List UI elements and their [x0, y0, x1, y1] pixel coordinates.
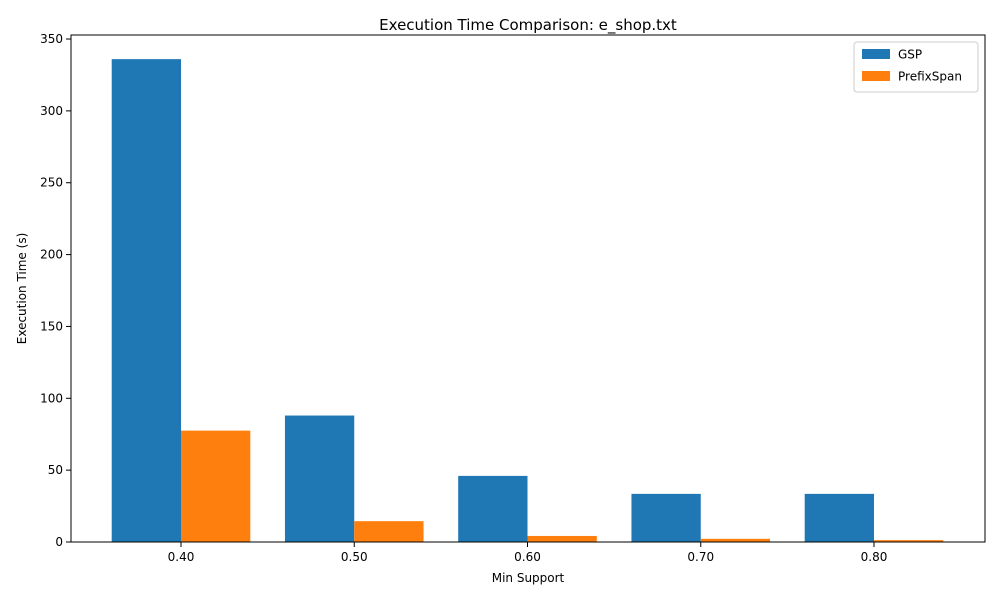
y-tick-label: 150: [40, 319, 63, 333]
bar-prefixspan-0.80: [874, 540, 944, 542]
bar-gsp-0.60: [458, 475, 528, 542]
y-axis-ticks: 0 50 100 150 200 250 300 350: [40, 32, 71, 549]
y-tick-label: 50: [48, 463, 63, 477]
axes-frame: [70, 34, 986, 543]
x-tick-label: 0.50: [341, 550, 368, 564]
y-tick-label: 350: [40, 32, 63, 46]
x-tick-label: 0.80: [861, 550, 888, 564]
bar-gsp-0.70: [631, 493, 701, 542]
y-tick-label: 100: [40, 391, 63, 405]
y-tick-label: 300: [40, 104, 63, 118]
bar-gsp-0.80: [804, 493, 874, 542]
chart-title: Execution Time Comparison: e_shop.txt: [379, 16, 677, 35]
bars-layer: [111, 59, 944, 543]
bar-prefixspan-0.70: [700, 538, 771, 542]
y-axis-label: Execution Time (s): [15, 233, 29, 345]
x-tick-label: 0.70: [687, 550, 714, 564]
legend: GSP PrefixSpan: [853, 41, 979, 93]
y-tick-label: 200: [40, 248, 63, 262]
legend-swatch-gsp: [862, 49, 890, 59]
x-axis-label: Min Support: [492, 571, 565, 585]
bar-prefixspan-0.40: [181, 430, 251, 542]
y-tick-label: 0: [55, 535, 63, 549]
legend-swatch-prefixspan: [862, 71, 890, 81]
x-axis-ticks: 0.40 0.50 0.60 0.70 0.80: [168, 542, 888, 564]
x-tick-label: 0.40: [168, 550, 195, 564]
bar-gsp-0.50: [284, 415, 355, 542]
legend-label-prefixspan: PrefixSpan: [898, 70, 962, 84]
bar-gsp-0.40: [111, 59, 181, 543]
bar-prefixspan-0.60: [527, 535, 597, 542]
legend-label-gsp: GSP: [898, 48, 922, 62]
x-tick-label: 0.60: [514, 550, 541, 564]
y-tick-label: 250: [40, 176, 63, 190]
bar-prefixspan-0.50: [354, 521, 424, 542]
